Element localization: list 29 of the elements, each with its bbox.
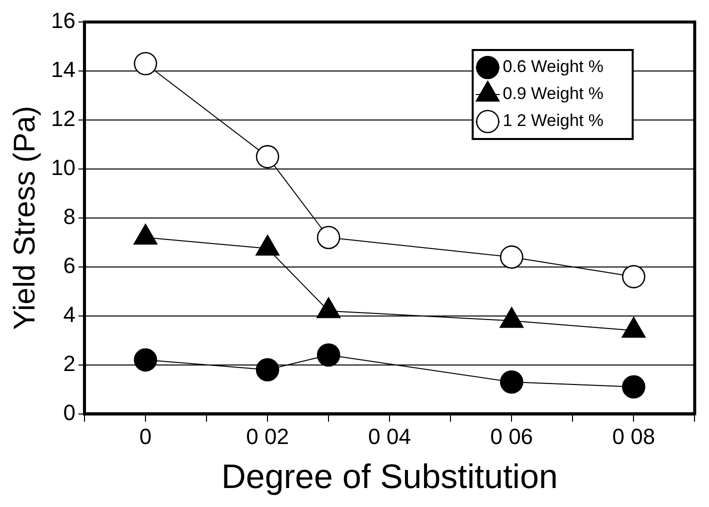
point	[134, 52, 158, 76]
legend-label: 0.6 Weight %	[502, 57, 604, 76]
legend-label: 1 2 Weight %	[502, 111, 604, 130]
y-tick-label: 14	[50, 57, 76, 82]
y-tick-label: 16	[50, 8, 76, 34]
x-tick-label: 0 06	[490, 424, 534, 450]
y-axis-title: Yield Stress (Pa)	[8, 106, 42, 330]
y-tick-label: 4	[63, 302, 76, 327]
x-tick-label: 0 08	[612, 424, 656, 450]
point	[256, 145, 280, 168]
point	[500, 370, 524, 394]
y-tick-label: 10	[50, 154, 76, 180]
point	[500, 245, 524, 269]
point	[256, 358, 280, 382]
legend-label: 0.9 Weight %	[502, 84, 604, 104]
x-axis-title: Degree of Substitution	[221, 458, 558, 496]
point	[134, 348, 158, 372]
y-tick-label: 0	[63, 400, 76, 425]
y-tick-label: 2	[63, 350, 76, 376]
x-tick-label: 0 04	[368, 424, 411, 450]
x-tick-label: 0 02	[246, 424, 289, 450]
point	[316, 226, 340, 250]
y-tick-label: 6	[63, 252, 76, 278]
x-tick-label: 0	[139, 424, 152, 450]
y-tick-label: 12	[50, 106, 76, 132]
point	[622, 265, 646, 288]
point	[316, 343, 340, 367]
point	[622, 375, 646, 399]
y-tick-label: 8	[63, 204, 76, 229]
